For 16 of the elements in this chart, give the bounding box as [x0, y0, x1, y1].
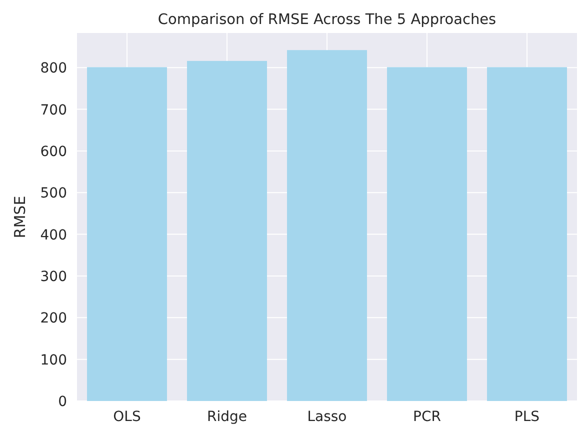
y-tick-label: 600 [40, 144, 67, 160]
x-tick-label: PCR [413, 409, 442, 425]
x-tick-label: PLS [514, 409, 540, 425]
y-tick-label: 800 [40, 60, 67, 77]
x-tick-label: OLS [113, 409, 141, 425]
chart-title: Comparison of RMSE Across The 5 Approaches [158, 12, 496, 28]
y-tick-label: 500 [40, 186, 67, 202]
y-axis-title: RMSE [11, 196, 29, 238]
x-tick-label: Lasso [307, 409, 347, 425]
x-tick-label: Ridge [206, 409, 248, 425]
y-tick-label: 700 [40, 102, 67, 118]
y-tick-label: 100 [40, 352, 67, 368]
y-tick-label: 0 [58, 394, 67, 410]
y-tick-label: 400 [40, 227, 67, 244]
y-tick-label: 300 [40, 268, 67, 285]
y-tick-label: 200 [40, 310, 67, 327]
